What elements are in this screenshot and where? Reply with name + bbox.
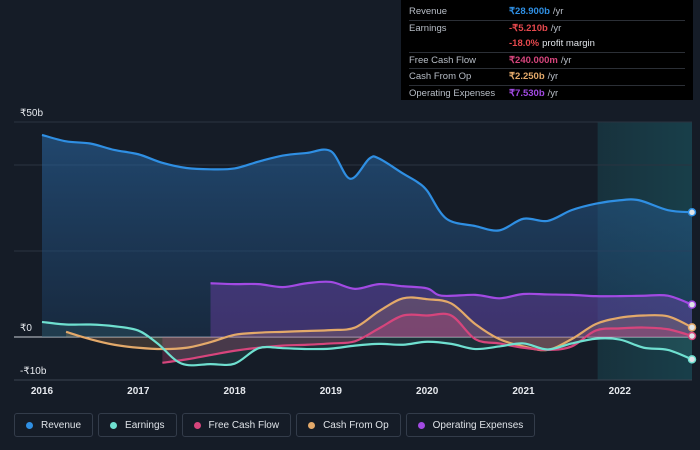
y-tick-label: ₹50b: [20, 108, 43, 119]
legend-cfo-label: Cash From Op: [323, 419, 389, 431]
y-tick-label: ₹0: [20, 323, 32, 334]
tooltip-fcf-label: Free Cash Flow: [409, 54, 477, 66]
legend-fcf-button[interactable]: Free Cash Flow: [181, 413, 292, 437]
chart-svg: ₹50b ₹0 -₹10b 2016 2017 2018 2019 2020 2021 2022: [14, 108, 697, 397]
legend-revenue-label: Revenue: [41, 419, 82, 431]
operating-expenses-line: [210, 280, 693, 306]
tooltip-opex-label: Operating Expenses: [409, 87, 496, 99]
tooltip-margin-value: -18.0%: [509, 38, 540, 50]
free-cash-flow-line: [162, 312, 693, 364]
legend: Revenue Earnings Free Cash Flow Cash Fro…: [14, 413, 536, 437]
x-tick-label: 2016: [31, 386, 54, 397]
tooltip-revenue-row: Revenue ₹28.900b /yr: [409, 4, 685, 20]
tooltip-earnings-unit: /yr: [550, 22, 562, 34]
x-tick-label: 2017: [127, 386, 150, 397]
legend-cfo-button[interactable]: Cash From Op: [296, 413, 401, 437]
legend-earnings-label: Earnings: [125, 419, 165, 431]
legend-opex-label: Operating Expenses: [432, 419, 524, 431]
cash-from-op-line: [65, 296, 693, 352]
tooltip-earnings-label: Earnings: [409, 22, 447, 34]
x-tick-label: 2021: [512, 386, 535, 397]
legend-fcf-label: Free Cash Flow: [208, 419, 280, 431]
x-tick-label: 2018: [223, 386, 246, 397]
tooltip-margin-unit: profit margin: [542, 38, 595, 50]
cash-from-op-area: [66, 297, 692, 351]
tooltip-opex-unit: /yr: [547, 87, 559, 99]
revenue-area: [42, 134, 692, 337]
tooltip-opex-row: Operating Expenses ₹7.530b /yr: [409, 84, 685, 102]
tooltip-revenue-value: ₹28.900b: [509, 6, 550, 18]
tooltip-panel: Revenue ₹28.900b /yr Earnings -₹5.210b /…: [401, 0, 693, 100]
tooltip-revenue-label: Revenue: [409, 6, 448, 18]
tooltip-revenue-unit: /yr: [552, 6, 564, 18]
tooltip-fcf-value: ₹240.000m: [509, 54, 558, 66]
x-tick-label: 2020: [416, 386, 439, 397]
legend-fcf-dot: [193, 421, 201, 429]
free-cash-flow-end-dot: [687, 331, 697, 341]
tooltip-cfo-label: Cash From Op: [409, 71, 472, 83]
x-tick-label: 2019: [320, 386, 343, 397]
y-tick-label: -₹10b: [20, 366, 47, 377]
legend-earnings-button[interactable]: Earnings: [98, 413, 177, 437]
legend-cfo-dot: [308, 421, 316, 429]
cash-from-op-end-dot: [687, 323, 697, 332]
tooltip-earnings-value: -₹5.210b: [509, 22, 548, 34]
chart-area: ₹50b ₹0 -₹10b 2016 2017 2018 2019 2020 2021 2022: [14, 108, 697, 397]
earnings-line: [41, 320, 693, 367]
free-cash-flow-area: [162, 313, 693, 363]
legend-opex-button[interactable]: Operating Expenses: [405, 413, 536, 437]
tooltip-cfo-unit: /yr: [547, 71, 559, 83]
tooltip-earnings-row: Earnings -₹5.210b /yr: [409, 19, 685, 37]
tooltip-margin-row: -18.0% profit margin: [409, 36, 685, 52]
operating-expenses-end-dot: [687, 300, 697, 309]
tooltip-fcf-unit: /yr: [560, 54, 572, 66]
legend-revenue-button[interactable]: Revenue: [14, 413, 94, 437]
earnings-end-dot: [687, 355, 697, 364]
legend-opex-dot: [417, 421, 425, 429]
legend-revenue-dot: [26, 421, 33, 429]
revenue-end-dot: [687, 208, 697, 217]
tooltip-cfo-value: ₹2.250b: [509, 71, 545, 83]
x-tick-label: 2022: [609, 386, 632, 397]
tooltip-opex-value: ₹7.530b: [509, 87, 545, 99]
revenue-line: [41, 133, 693, 232]
legend-earnings-dot: [110, 421, 118, 429]
tooltip-fcf-row: Free Cash Flow ₹240.000m /yr: [409, 51, 685, 69]
tooltip-cfo-row: Cash From Op ₹2.250b /yr: [409, 68, 685, 85]
